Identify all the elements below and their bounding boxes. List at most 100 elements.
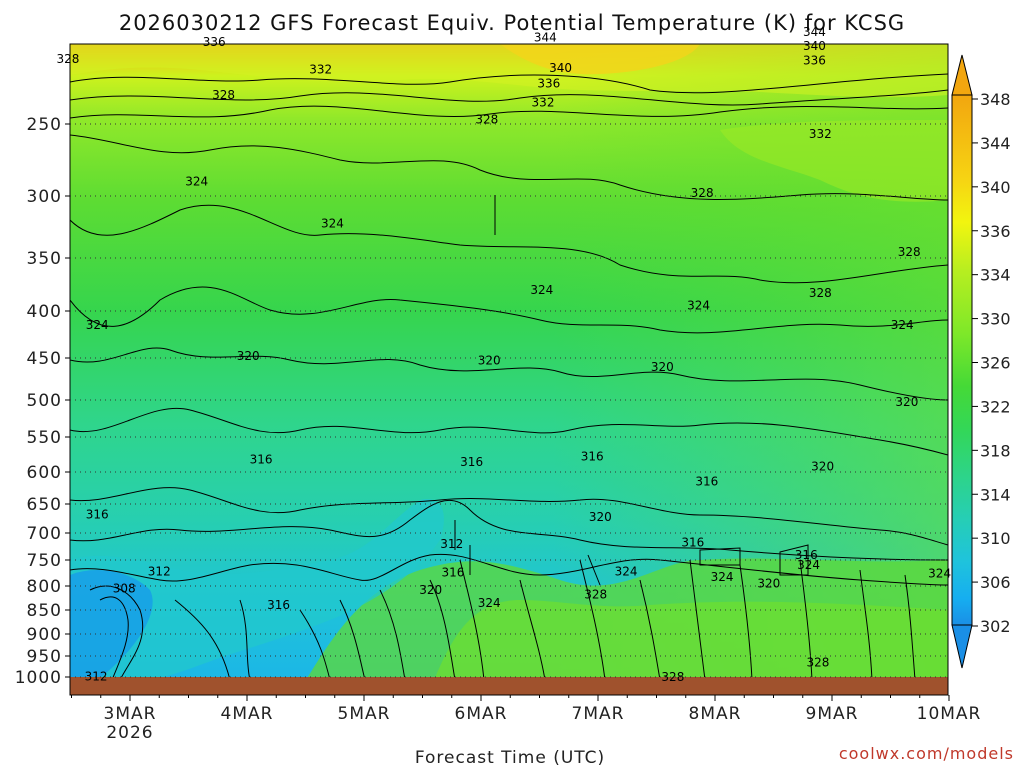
contour-label: 312 (85, 670, 108, 684)
colorbar-label: 334 (980, 266, 1011, 285)
contour-label: 328 (809, 286, 832, 300)
colorbar-label: 340 (980, 178, 1011, 197)
y-tick-label: 800 (27, 577, 62, 597)
contour-label: 320 (895, 395, 918, 409)
x-year-label: 2026 (106, 723, 153, 743)
contour-label: 324 (891, 318, 914, 332)
credit-link[interactable]: coolwx.com/models (839, 744, 1014, 763)
x-axis: 3MAR 4MAR 5MAR 6MAR 7MAR 8MAR 9MAR 10MAR 2026 (71, 695, 980, 743)
contour-label: 320 (757, 576, 780, 590)
contour-label: 316 (795, 548, 818, 562)
y-tick-label: 950 (27, 647, 62, 667)
contour-label: 340 (549, 61, 572, 75)
contour-label: 324 (86, 318, 109, 332)
contour-label: 324 (615, 564, 638, 578)
contour-label: 324 (928, 567, 951, 581)
contour-label: 336 (803, 54, 826, 68)
contour-label: 316 (695, 475, 718, 489)
y-tick-label: 400 (27, 302, 62, 322)
contours (70, 73, 948, 678)
contour-label: 316 (460, 455, 483, 469)
y-tick-label: 550 (27, 428, 62, 448)
contour-label: 316 (441, 565, 464, 579)
contour-label: 332 (532, 95, 555, 109)
y-tick-label: 350 (27, 249, 62, 269)
chart-title: 2026030212 GFS Forecast Equiv. Potential… (119, 11, 905, 35)
x-axis-title: Forecast Time (UTC) (415, 748, 605, 768)
contour-label: 324 (797, 558, 820, 572)
contour-label: 324 (321, 216, 344, 230)
colorbar-label: 310 (980, 529, 1011, 548)
contour-label: 328 (475, 113, 498, 127)
x-tick-label: 3MAR (104, 704, 157, 724)
colorbar-label: 318 (980, 441, 1011, 460)
contour-label: 328 (898, 245, 921, 259)
contour-label: 336 (537, 77, 560, 91)
y-tick-label: 900 (27, 625, 62, 645)
contour-label: 324 (185, 175, 208, 189)
contour-label: 328 (584, 588, 607, 602)
colorbar-label: 322 (980, 397, 1011, 416)
colorbar-label: 306 (980, 573, 1011, 592)
contour-label: 344 (534, 31, 557, 45)
contour-label: 312 (148, 564, 171, 578)
x-tick-label: 4MAR (221, 704, 274, 724)
y-tick-label: 450 (27, 349, 62, 369)
y-tick-label: 750 (27, 551, 62, 571)
colorbar: 348 344 340 336 334 330 326 322 318 314 310 306 302 (951, 54, 1011, 669)
contour-label: 312 (440, 537, 463, 551)
y-tick-label: 500 (27, 391, 62, 411)
x-tick-label: 7MAR (572, 704, 625, 724)
contour-label: 316 (250, 452, 273, 466)
colorbar-bottom-arrow (951, 624, 973, 669)
y-tick-label: 1000 (15, 668, 62, 688)
x-tick-label: 5MAR (338, 704, 391, 724)
y-axis: 250 300 350 400 450 500 550 600 650 700 750 800 850 9… (15, 115, 70, 688)
y-tick-label: 650 (27, 495, 62, 515)
plot-frame (69, 43, 949, 696)
contour-label: 320 (419, 583, 442, 597)
contour-label: 320 (589, 510, 612, 524)
contour-label: 328 (661, 670, 684, 684)
contour-label: 328 (807, 655, 830, 669)
contour-labels: 3283363323283443403363323283443403363323… (57, 25, 952, 684)
colorbar-label: 344 (980, 134, 1011, 153)
contour-label: 328 (691, 186, 714, 200)
contour-label: 320 (651, 360, 674, 374)
contour-label: 316 (581, 450, 604, 464)
y-tick-label: 300 (27, 187, 62, 207)
contour-label: 320 (478, 354, 501, 368)
colorbar-top-arrow (951, 54, 973, 96)
colorbar-label: 314 (980, 485, 1011, 504)
colorbar-label: 336 (980, 222, 1011, 241)
contour-label: 324 (530, 283, 553, 297)
colorbar-label: 330 (980, 310, 1011, 329)
colorbar-label: 348 (980, 90, 1011, 109)
contour-label: 328 (57, 52, 80, 66)
plot-area (70, 44, 948, 678)
y-tick-label: 600 (27, 463, 62, 483)
contour-label: 320 (811, 459, 834, 473)
colorbar-body (951, 94, 973, 626)
contour-label: 316 (267, 598, 290, 612)
colorbar-label: 326 (980, 354, 1011, 373)
x-tick-label: 8MAR (689, 704, 742, 724)
y-tick-label: 850 (27, 601, 62, 621)
contour-label: 344 (803, 25, 826, 39)
colorbar-label: 302 (980, 617, 1011, 636)
contour-label: 340 (803, 39, 826, 53)
x-tick-label: 6MAR (455, 704, 508, 724)
ground-strip (70, 677, 948, 695)
contour-label: 324 (687, 299, 710, 313)
y-tick-label: 250 (27, 115, 62, 135)
contour-label: 328 (212, 88, 235, 102)
contour-label: 336 (203, 35, 226, 49)
contour-label: 320 (237, 349, 260, 363)
contour-label: 332 (809, 127, 832, 141)
contour-label: 324 (478, 596, 501, 610)
contour-label: 332 (309, 62, 332, 76)
y-tick-label: 700 (27, 524, 62, 544)
contour-label: 324 (711, 570, 734, 584)
contour-label: 316 (681, 536, 704, 550)
